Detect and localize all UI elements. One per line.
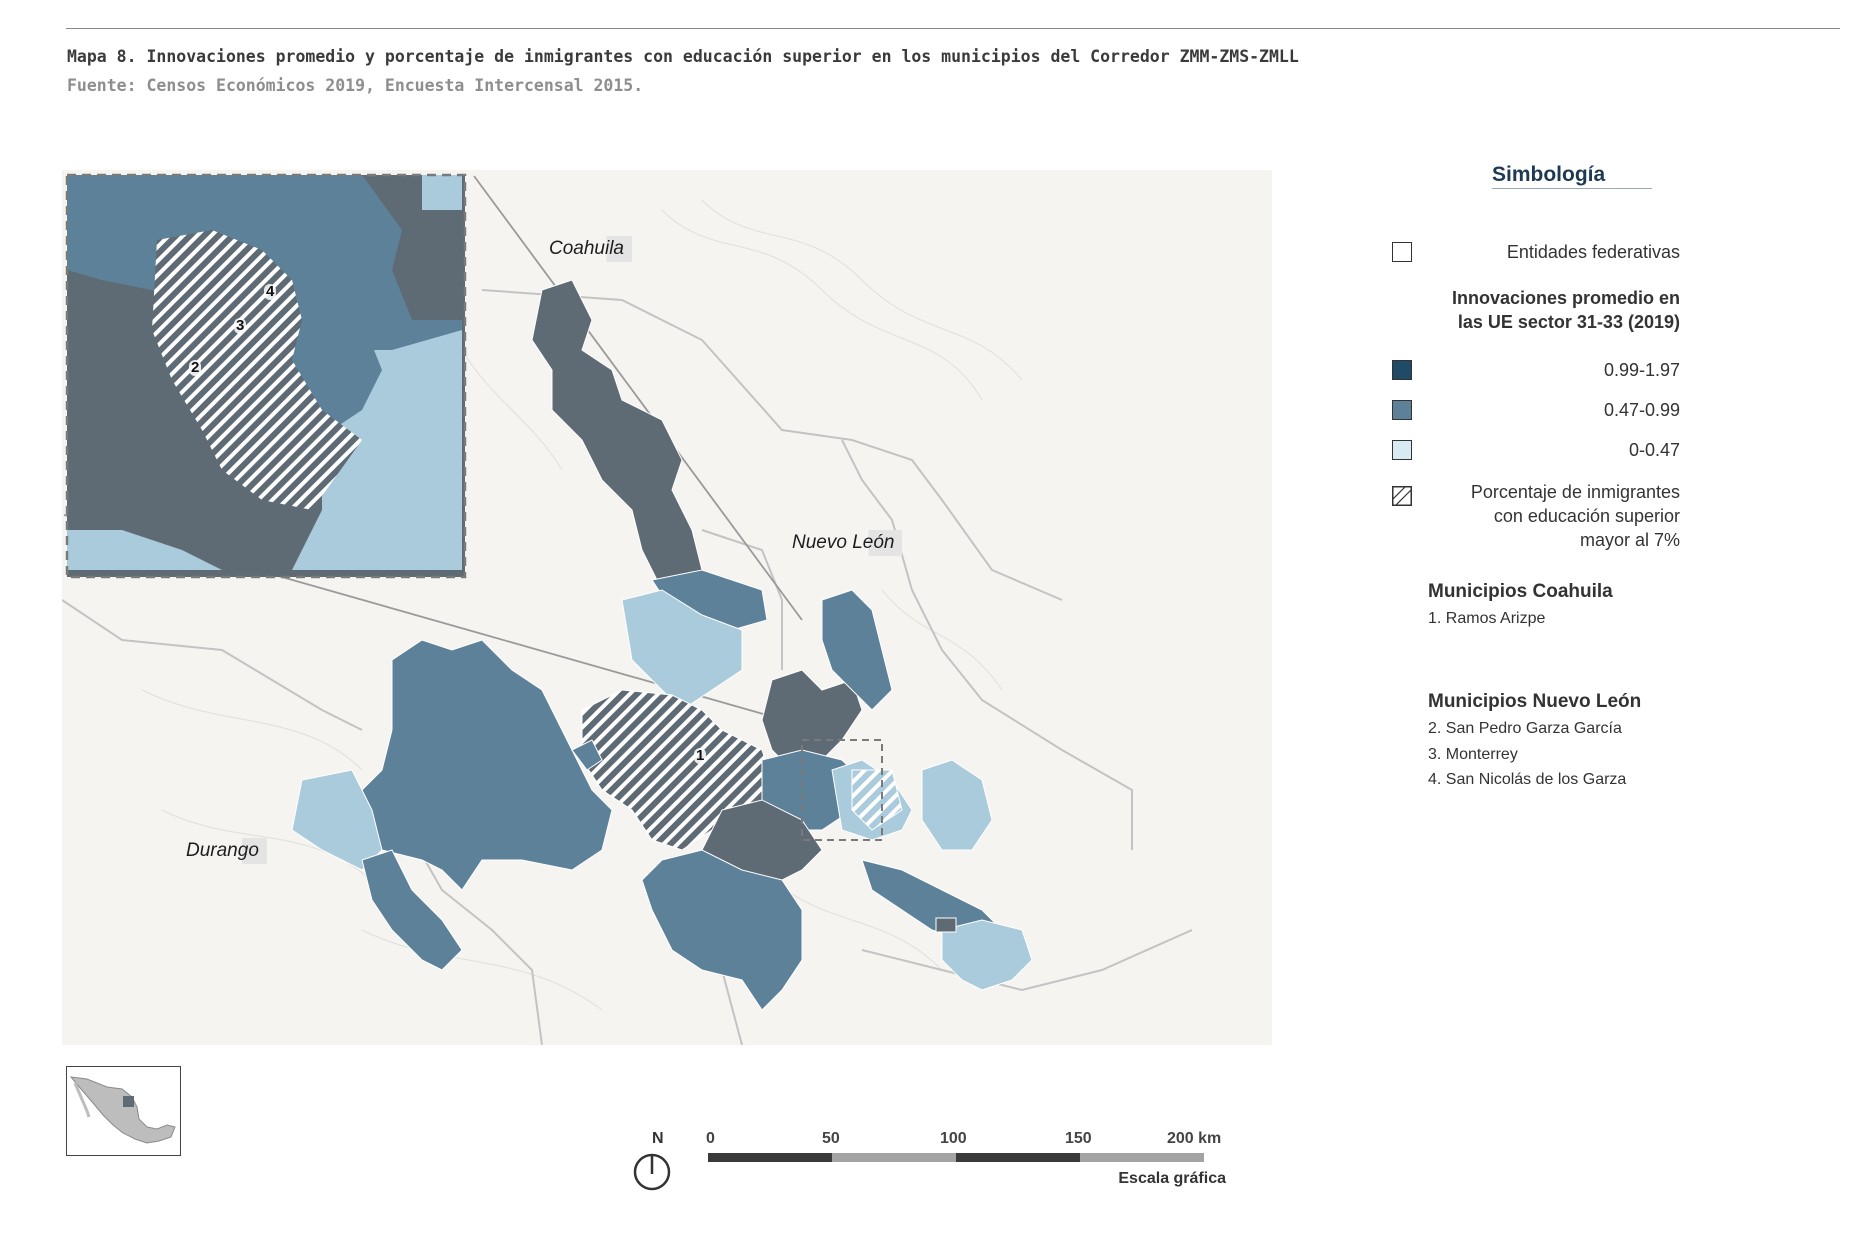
hatch-swatch-icon (1392, 486, 1412, 506)
scale-caption: Escala gráfica (1118, 1170, 1226, 1187)
class-high-swatch (1392, 360, 1412, 380)
legend-hatch-label: Porcentaje de inmigrantes con educación … (1470, 482, 1680, 550)
state-label-coahuila: Coahuila (547, 236, 632, 262)
mexico-outline-icon (69, 1076, 176, 1144)
municipality-label-2[interactable]: 2 (189, 359, 202, 376)
scale-segment-4 (1080, 1153, 1204, 1162)
scale-tick-200: 200 km (1167, 1130, 1222, 1147)
legend-title: Simbología (1492, 163, 1606, 186)
legend-innov-header: Innovaciones promedio en las UE sector 3… (1451, 288, 1680, 332)
north-arrow-icon (633, 1153, 671, 1191)
scale-segment-2 (832, 1153, 956, 1162)
state-label-nuevo-leon: Nuevo León (790, 530, 903, 556)
map-graphic (62, 173, 1193, 1045)
north-label: N (652, 1130, 664, 1147)
legend-coahuila-header: Municipios Coahuila (1428, 581, 1613, 602)
zoom-frame (801, 739, 883, 841)
scale-tick-50: 50 (822, 1130, 840, 1147)
scale-tick-150: 150 (1065, 1130, 1092, 1147)
municipality-label-4[interactable]: 4 (264, 283, 277, 300)
inset-panel (65, 173, 467, 579)
scale-tick-100: 100 (940, 1130, 967, 1147)
legend-entidades-label: Entidades federativas (1506, 242, 1680, 262)
scale-tick-0: 0 (706, 1130, 715, 1147)
class-high-label: 0.99-1.97 (1603, 360, 1680, 380)
state-label-durango: Durango (184, 838, 267, 864)
municipality-label-3[interactable]: 3 (234, 317, 247, 334)
class-mid-swatch (1392, 400, 1412, 420)
municipality-label-1[interactable]: 1 (694, 747, 707, 764)
class-mid-label: 0.47-0.99 (1603, 400, 1680, 420)
map-caption-source: Fuente: Censos Económicos 2019, Encuesta… (67, 76, 644, 95)
map-caption-title: Mapa 8. Innovaciones promedio y porcenta… (67, 47, 1299, 66)
map-canvas[interactable]: Coahuila Nuevo León Durango 1 2 3 4 (62, 170, 1272, 1045)
legend-nl-item-3: 3. Monterrey (1428, 746, 1518, 763)
legend-nl-item-4: 4. San Nicolás de los Garza (1428, 771, 1627, 788)
scale-segment-1 (708, 1153, 832, 1162)
scale-bar: 0 50 100 150 200 km Escala gráfica (706, 1130, 1236, 1200)
legend-nl-item-2: 2. San Pedro Garza García (1428, 720, 1622, 737)
municipality-polygons (291, 279, 1033, 1011)
legend-nl-header: Municipios Nuevo León (1428, 691, 1642, 712)
class-low-swatch (1392, 440, 1412, 460)
locator-minimap (66, 1066, 181, 1156)
class-low-label: 0-0.47 (1628, 440, 1680, 460)
scale-segment-3 (956, 1153, 1080, 1162)
top-rule (66, 28, 1840, 29)
legend-title-rule (1492, 188, 1652, 189)
legend-coahuila-item-1: 1. Ramos Arizpe (1428, 610, 1546, 627)
entidades-swatch (1392, 242, 1412, 262)
